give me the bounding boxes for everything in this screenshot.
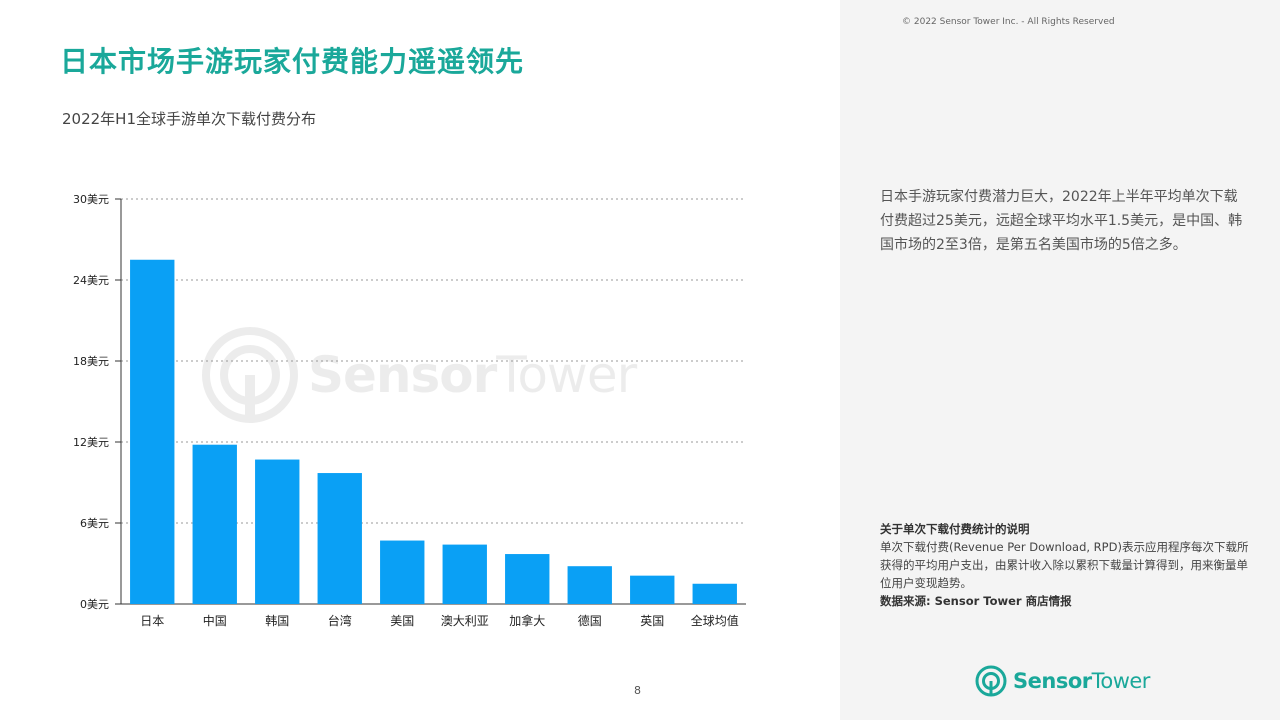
note-title: 关于单次下载付费统计的说明 [880,522,1030,536]
page-title: 日本市场手游玩家付费能力遥遥领先 [60,45,525,78]
x-tick-label: 中国 [203,613,227,628]
bar [255,459,300,604]
y-tick-label: 18美元 [73,355,109,368]
sensor-tower-brand: SensorTower [975,664,1150,698]
bar [192,444,237,604]
copyright-text: © 2022 Sensor Tower Inc. - All Rights Re… [902,17,1115,27]
x-tick-label: 日本 [140,614,164,628]
chart-gridlines [121,198,746,524]
bar [630,575,675,604]
rpd-note: 关于单次下载付费统计的说明 单次下载付费(Revenue Per Downloa… [880,520,1250,610]
y-tick-labels: 0美元 6美元 12美元 18美元 24美元 30美元 [73,193,109,611]
watermark-logo-icon [202,327,298,423]
y-tick-label: 0美元 [80,598,109,611]
bar [505,554,550,604]
page-number: 8 [634,684,641,697]
brand-name: SensorTower [1013,669,1150,693]
x-tick-labels: 日本 中国 韩国 台湾 美国 澳大利亚 加拿大 德国 英国 全球均值 [140,613,739,628]
x-tick-label: 德国 [578,613,602,628]
x-tick-label: 加拿大 [509,613,545,628]
bar [130,259,175,604]
bar [567,566,612,604]
x-tick-label: 美国 [390,614,414,628]
y-tick-label: 6美元 [80,517,109,530]
chart-title: 2022年H1全球手游单次下载付费分布 [62,110,316,128]
x-tick-label: 全球均值 [691,613,739,628]
sensor-tower-logo-icon [975,665,1007,697]
x-tick-label: 英国 [640,614,664,628]
y-tick-label: 24美元 [73,274,109,287]
bar-chart: 0美元 6美元 12美元 18美元 24美元 30美元 日本 中国 韩国 台湾 美国 澳大利亚 加拿大… [73,193,746,628]
x-tick-label: 澳大利亚 [441,614,489,628]
bar [380,540,425,604]
bar [692,583,737,604]
bar [317,473,362,604]
right-panel [840,0,1280,720]
sensor-tower-watermark: SensorTower [200,325,637,425]
data-source: 数据来源: Sensor Tower 商店情报 [880,594,1072,608]
y-tick-label: 12美元 [73,436,109,449]
watermark-text: SensorTower [308,346,637,404]
note-body: 单次下载付费(Revenue Per Download, RPD)表示应用程序每… [880,540,1249,590]
x-tick-label: 台湾 [328,613,352,628]
y-tick-label: 30美元 [73,193,109,206]
summary-text: 日本手游玩家付费潜力巨大，2022年上半年平均单次下载付费超过25美元，远超全球… [880,189,1243,253]
chart-bars [130,259,737,604]
x-tick-label: 韩国 [265,613,289,628]
bar [442,544,487,604]
